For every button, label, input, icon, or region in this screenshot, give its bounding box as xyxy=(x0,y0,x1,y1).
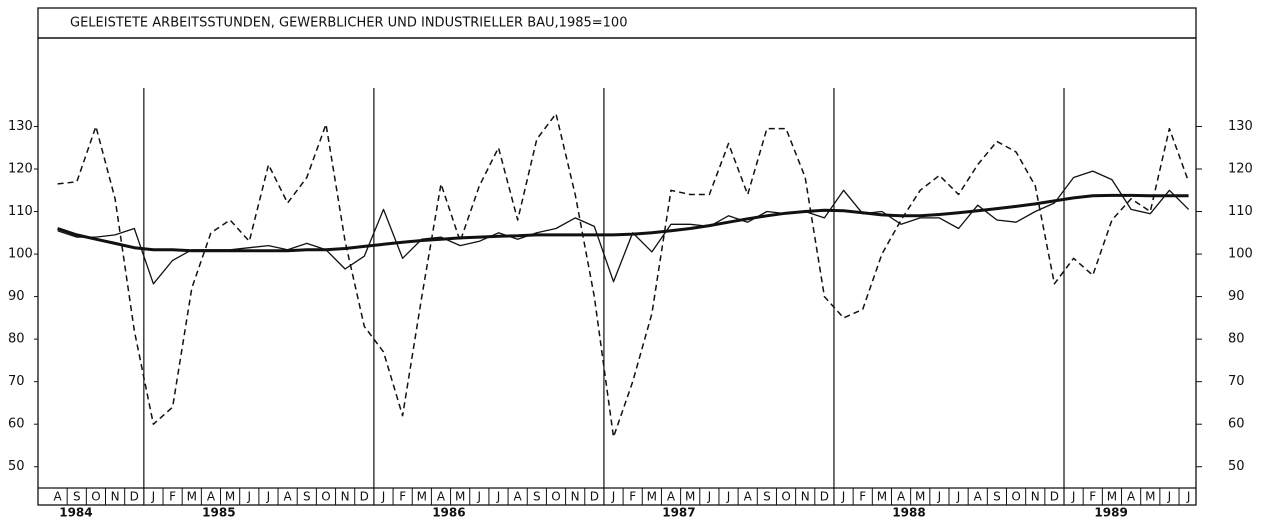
month-label: M xyxy=(417,490,427,504)
month-label: A xyxy=(53,490,62,504)
y2-tick-label: 60 xyxy=(1228,417,1245,432)
month-label: D xyxy=(1050,490,1059,504)
month-label: N xyxy=(341,490,350,504)
month-label: M xyxy=(1107,490,1117,504)
y2-tick-label: 80 xyxy=(1228,332,1245,347)
month-label: J xyxy=(726,490,731,504)
y-tick-label: 70 xyxy=(8,374,25,389)
month-label: S xyxy=(303,490,311,504)
plot-frame xyxy=(37,37,1197,506)
y-tick-label: 60 xyxy=(8,417,25,432)
month-label: N xyxy=(571,490,580,504)
month-label: M xyxy=(685,490,695,504)
y2-tick-label: 100 xyxy=(1228,247,1253,262)
month-label: J xyxy=(1167,490,1172,504)
series-line xyxy=(57,193,1189,253)
month-label: M xyxy=(1145,490,1155,504)
month-label: J xyxy=(381,490,386,504)
month-label: J xyxy=(151,490,156,504)
y-tick-label: 100 xyxy=(8,247,33,262)
y2-tick-label: 130 xyxy=(1228,119,1253,134)
y-tick-label: 80 xyxy=(8,332,25,347)
y-tick-label: 110 xyxy=(8,204,33,219)
month-label: O xyxy=(321,490,330,504)
month-label: F xyxy=(859,490,866,504)
month-label: N xyxy=(801,490,810,504)
month-label: F xyxy=(629,490,636,504)
month-label: J xyxy=(266,490,271,504)
month-label: O xyxy=(551,490,560,504)
year-label: 1985 xyxy=(202,506,235,520)
year-label: 1989 xyxy=(1094,506,1127,520)
month-label: A xyxy=(974,490,983,504)
month-label: D xyxy=(820,490,829,504)
month-label: M xyxy=(877,490,887,504)
y2-tick-label: 70 xyxy=(1228,374,1245,389)
month-label: A xyxy=(897,490,906,504)
chart-title: GELEISTETE ARBEITSSTUNDEN, GEWERBLICHER … xyxy=(70,16,627,31)
month-label: M xyxy=(187,490,197,504)
month-label: D xyxy=(360,490,369,504)
month-label: D xyxy=(130,490,139,504)
month-label: N xyxy=(111,490,120,504)
month-label: S xyxy=(533,490,541,504)
month-label: O xyxy=(1011,490,1020,504)
month-label: J xyxy=(841,490,846,504)
month-label: S xyxy=(763,490,771,504)
month-label: O xyxy=(91,490,100,504)
month-label: J xyxy=(477,490,482,504)
y2-tick-label: 50 xyxy=(1228,459,1245,474)
month-label: A xyxy=(744,490,753,504)
year-label: 1987 xyxy=(662,506,695,520)
month-label: F xyxy=(1089,490,1096,504)
month-label: A xyxy=(284,490,293,504)
month-label: F xyxy=(399,490,406,504)
month-label: J xyxy=(247,490,252,504)
year-label: 1988 xyxy=(892,506,925,520)
series-line xyxy=(57,112,1190,438)
month-label: A xyxy=(514,490,523,504)
month-label: J xyxy=(496,490,501,504)
month-label: M xyxy=(915,490,925,504)
year-label: 1986 xyxy=(432,506,465,520)
month-label: A xyxy=(207,490,216,504)
month-label: J xyxy=(1071,490,1076,504)
month-label: S xyxy=(73,490,81,504)
y-tick-label: 90 xyxy=(8,289,25,304)
y2-tick-label: 90 xyxy=(1228,289,1245,304)
series-line xyxy=(57,170,1190,285)
month-label: J xyxy=(611,490,616,504)
month-label: J xyxy=(1186,490,1191,504)
month-label: J xyxy=(956,490,961,504)
month-label: A xyxy=(437,490,446,504)
month-label: N xyxy=(1031,490,1040,504)
year-label: 1984 xyxy=(59,506,92,520)
month-label: S xyxy=(993,490,1001,504)
month-label: M xyxy=(225,490,235,504)
y2-tick-label: 120 xyxy=(1228,162,1253,177)
month-label: A xyxy=(667,490,676,504)
y-tick-label: 130 xyxy=(8,119,33,134)
month-label: M xyxy=(455,490,465,504)
month-label: J xyxy=(937,490,942,504)
month-label: D xyxy=(590,490,599,504)
month-label: M xyxy=(647,490,657,504)
y-tick-label: 120 xyxy=(8,162,33,177)
month-label: J xyxy=(707,490,712,504)
month-label: A xyxy=(1127,490,1136,504)
month-label: F xyxy=(169,490,176,504)
y-tick-label: 50 xyxy=(8,459,25,474)
y2-tick-label: 110 xyxy=(1228,204,1253,219)
month-label: O xyxy=(781,490,790,504)
